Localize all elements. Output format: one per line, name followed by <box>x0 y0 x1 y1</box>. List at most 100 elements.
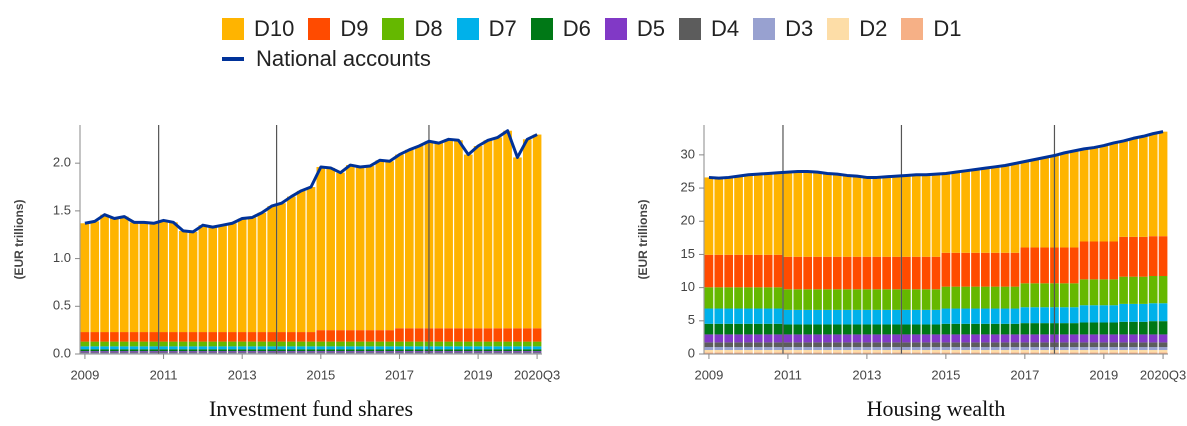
legend-label: D1 <box>933 16 962 41</box>
bar-segment <box>513 341 522 347</box>
bar-segment <box>823 342 832 348</box>
bar-segment <box>1079 352 1089 354</box>
bar-segment <box>287 349 296 352</box>
bar-segment <box>100 341 109 347</box>
bar-segment <box>1089 347 1099 351</box>
bar-segment <box>198 332 208 342</box>
bar-segment <box>414 341 424 347</box>
bar-segment <box>1020 247 1030 284</box>
bar-segment <box>921 347 931 351</box>
bar-segment <box>454 341 463 347</box>
bar-segment <box>277 346 286 350</box>
bar-segment <box>704 323 714 335</box>
bar-segment <box>483 140 493 329</box>
bar-segment <box>763 173 773 255</box>
bar-segment <box>941 347 951 351</box>
bar-segment <box>911 342 921 348</box>
bar-segment <box>513 328 522 342</box>
bar-segment <box>971 350 980 353</box>
bar-segment <box>813 324 822 335</box>
bar-segment <box>783 324 793 335</box>
bar-segment <box>513 157 522 329</box>
bar-segment <box>753 287 763 309</box>
bar-segment <box>1129 350 1138 353</box>
bar-segment <box>306 346 316 350</box>
bar-segment <box>188 351 198 353</box>
bar-segment <box>257 349 267 352</box>
bar-segment <box>734 334 743 343</box>
bar-segment <box>753 323 763 335</box>
bar-segment <box>921 289 931 310</box>
bar-segment <box>1138 236 1148 277</box>
bar-segment <box>287 196 296 333</box>
bar-segment <box>385 161 394 331</box>
bar-segment <box>842 342 852 348</box>
bar-segment <box>971 308 980 324</box>
bar-segment <box>129 351 139 353</box>
bar-segment <box>267 352 276 354</box>
bar-segment <box>149 346 159 350</box>
bar-segment <box>139 341 149 347</box>
bar-segment <box>483 341 493 347</box>
bar-segment <box>1079 305 1089 323</box>
bar-segment <box>247 341 257 347</box>
y-tick-label: 0 <box>688 345 695 360</box>
bar-segment <box>1060 323 1069 335</box>
bar-segment <box>1069 283 1079 308</box>
bar-segment <box>1109 142 1119 242</box>
bar-segment <box>1030 334 1040 343</box>
bar-segment <box>783 347 793 351</box>
bar-segment <box>911 174 921 257</box>
bar-segment <box>1119 350 1128 353</box>
bar-segment <box>404 346 414 350</box>
bar-segment <box>237 351 247 353</box>
bar-segment <box>1079 347 1089 351</box>
bar-segment <box>823 289 832 310</box>
x-tick-label: 2015 <box>306 367 335 382</box>
legend-row: National accounts <box>222 44 1022 74</box>
y-tick-label: 0.0 <box>53 345 71 360</box>
bar-segment <box>228 349 237 352</box>
bar-segment <box>218 225 227 333</box>
bar-segment <box>793 334 803 343</box>
bar-segment <box>365 349 375 352</box>
bar-segment <box>1109 342 1119 348</box>
bar-segment <box>375 341 385 347</box>
bar-segment <box>1010 334 1020 343</box>
bar-segment <box>1000 308 1010 324</box>
bar-segment <box>911 352 921 354</box>
bar-segment <box>1040 307 1049 324</box>
bar-segment <box>80 223 90 333</box>
x-tick-label: 2013 <box>228 367 257 382</box>
bar-segment <box>247 217 257 333</box>
bar-segment <box>704 254 714 288</box>
bar-segment <box>793 256 803 290</box>
bar-segment <box>1099 279 1109 306</box>
bar-segment <box>902 342 911 348</box>
bar-segment <box>1109 305 1119 323</box>
legend-item: D3 <box>753 16 813 42</box>
bar-segment <box>1030 159 1040 248</box>
bar-segment <box>734 308 743 324</box>
bar-segment <box>532 341 542 347</box>
bar-segment <box>1129 352 1138 354</box>
bar-segment <box>169 352 178 354</box>
bar-segment <box>872 309 882 325</box>
bar-segment <box>1069 323 1079 335</box>
bar-segment <box>1138 350 1148 353</box>
bar-segment <box>169 222 178 333</box>
bar-segment <box>375 330 385 342</box>
line-series <box>708 130 1164 180</box>
bar-segment <box>803 289 812 310</box>
bar-segment <box>842 256 852 290</box>
bar-segment <box>882 342 891 348</box>
bar-segment <box>532 349 542 352</box>
bar-segment <box>522 349 532 352</box>
bar-segment <box>316 352 326 354</box>
bar-segment <box>336 352 345 354</box>
bar-segment <box>892 176 901 257</box>
bar-segment <box>237 341 247 347</box>
bar-segment <box>1040 342 1049 348</box>
bar-segment <box>1148 334 1158 343</box>
